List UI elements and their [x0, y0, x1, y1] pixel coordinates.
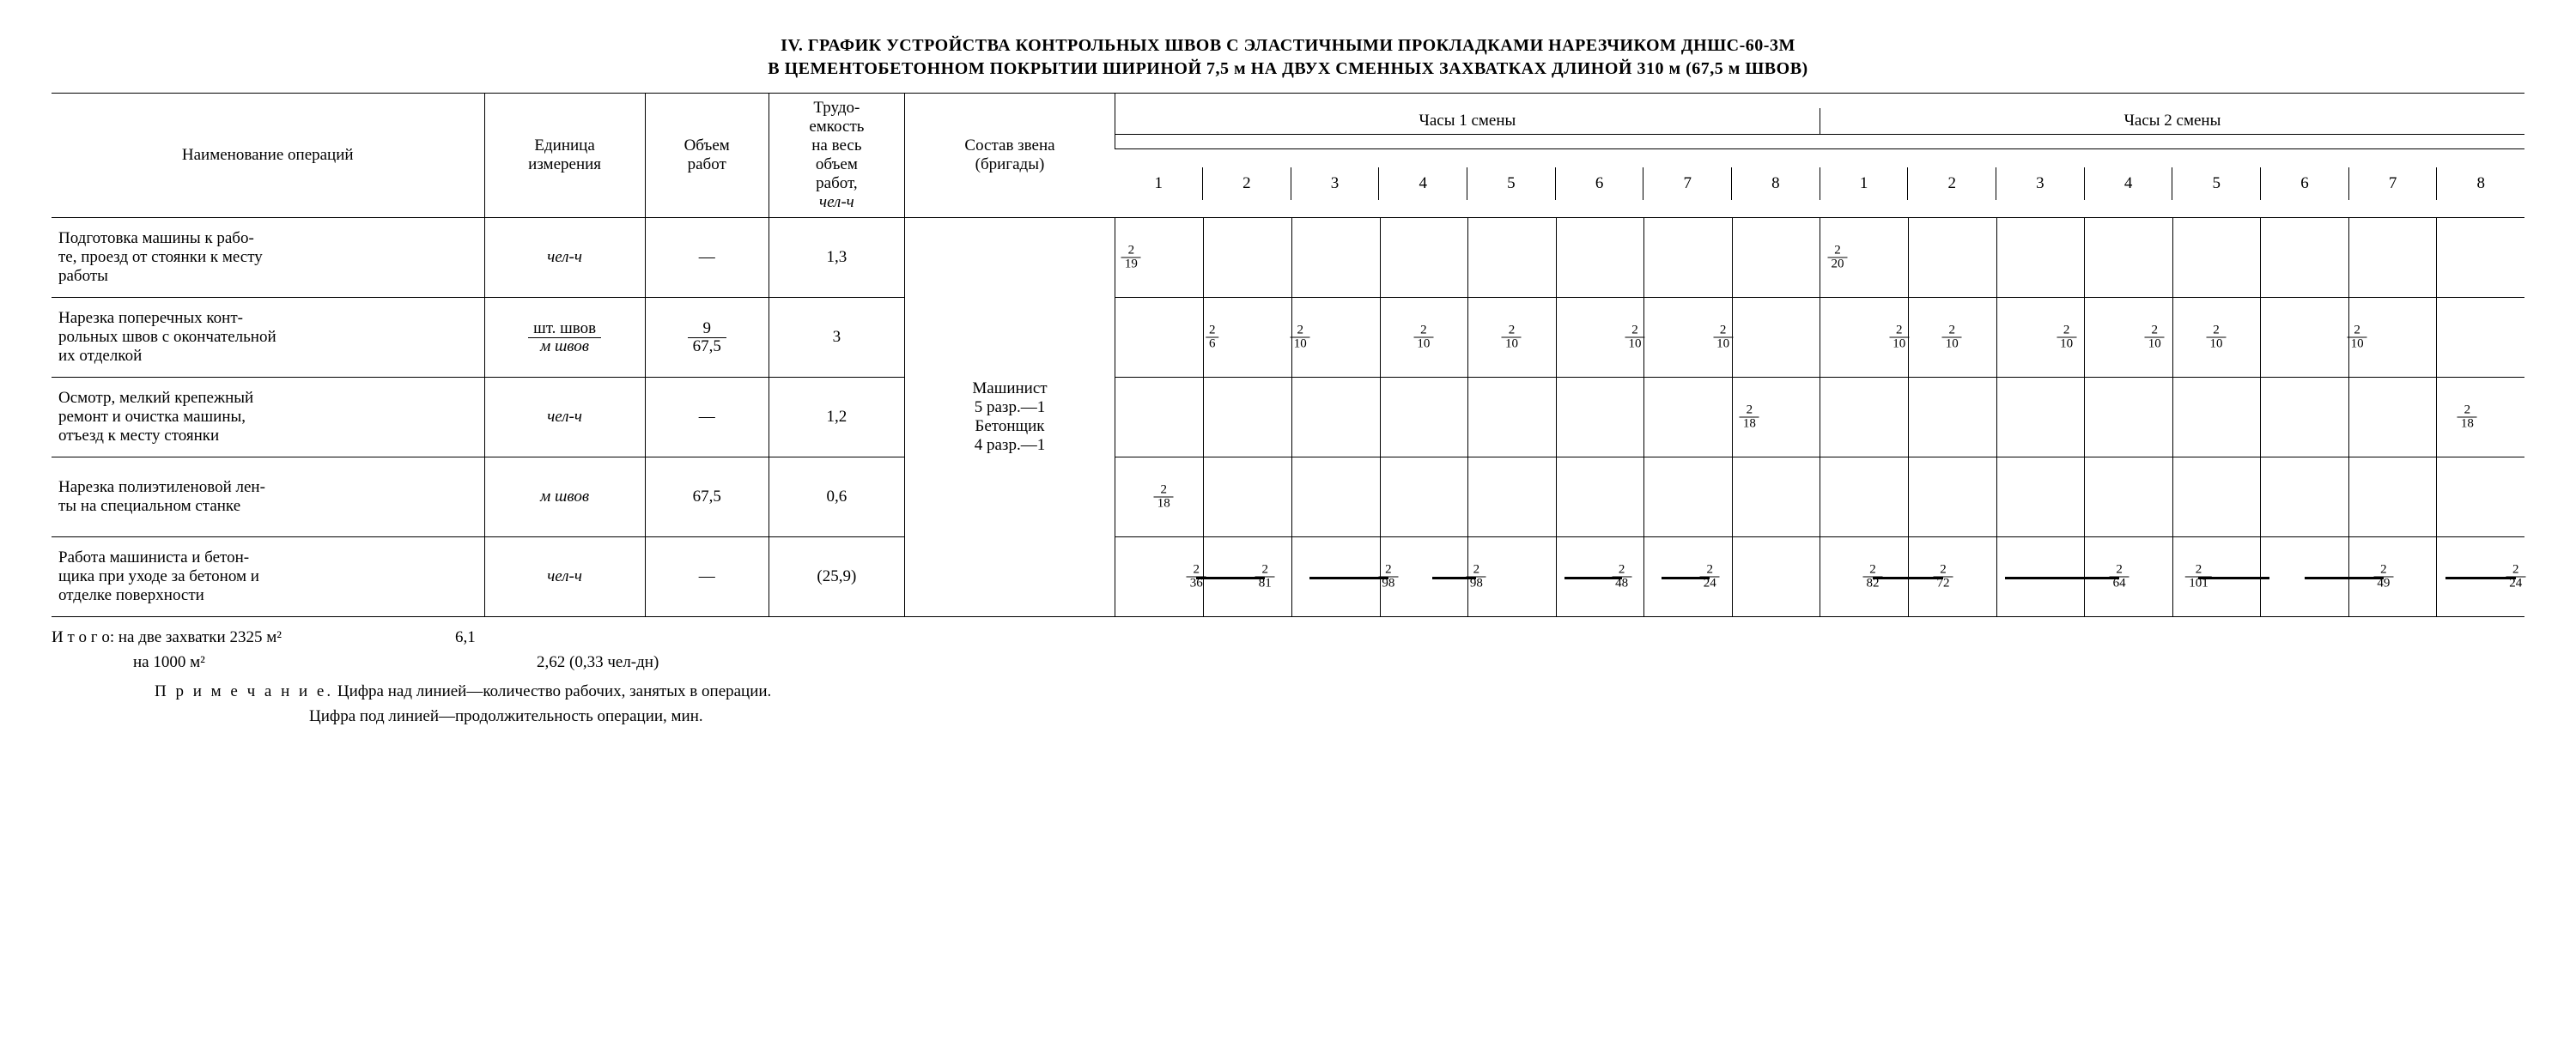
unit-cell: шт. швовм швов — [484, 298, 645, 378]
marker: 249 — [2373, 564, 2393, 591]
volume-cell: — — [645, 378, 769, 457]
marker: 218 — [1154, 484, 1174, 511]
marker: 210 — [1625, 324, 1645, 351]
hour-label: 3 — [1996, 167, 2084, 200]
title-line1: IV. ГРАФИК УСТРОЙСТВА КОНТРОЛЬНЫХ ШВОВ С… — [781, 36, 1795, 55]
timeline-cell: 26 210 210 210 210 210 210 210 210 210 210 210 — [1115, 298, 2524, 378]
footer: И т о г о: на две захватки 2325 м² 6,1 н… — [52, 626, 2524, 729]
hdr-labor: Трудо- емкость на весь объем работ, чел-… — [769, 94, 904, 218]
hour-label: 5 — [2172, 167, 2260, 200]
total-val: 6,1 — [455, 628, 476, 646]
marker: 224 — [1700, 564, 1720, 591]
marker: 272 — [1934, 564, 1953, 591]
hdr-hours-row: 1234567812345678 — [1115, 149, 2524, 218]
timeline-cell: 236 281 298 298 248 224 282 272 264 2101 249 224 — [1115, 537, 2524, 617]
marker: 26 — [1206, 324, 1219, 351]
hour-label: 8 — [1731, 167, 1820, 200]
hdr-operation: Наименование операций — [52, 94, 484, 218]
volume-cell: 967,5 — [645, 298, 769, 378]
marker: 298 — [1378, 564, 1398, 591]
total-label: И т о г о: на две захватки 2325 м² — [52, 628, 282, 646]
timeline-cell: 218 218 — [1115, 378, 2524, 457]
hour-label: 4 — [2084, 167, 2172, 200]
hour-label: 7 — [1643, 167, 1731, 200]
operation-name: Осмотр, мелкий крепежный ремонт и очистк… — [52, 378, 484, 457]
hour-label: 1 — [1820, 167, 1908, 200]
operation-name: Нарезка поперечных конт- рольных швов с … — [52, 298, 484, 378]
labor-cell: 3 — [769, 298, 904, 378]
unit-cell: чел-ч — [484, 218, 645, 298]
marker: 210 — [1942, 324, 1962, 351]
gantt-bar — [1309, 577, 1388, 579]
marker: 224 — [2506, 564, 2525, 591]
marker: 248 — [1612, 564, 1631, 591]
hour-label: 2 — [1907, 167, 1996, 200]
marker: 210 — [2057, 324, 2076, 351]
volume-cell: 67,5 — [645, 457, 769, 537]
operation-name: Нарезка полиэтиленовой лен- ты на специа… — [52, 457, 484, 537]
hour-label: 6 — [2260, 167, 2348, 200]
unit-cell: м швов — [484, 457, 645, 537]
timeline-cell: 219 220 — [1115, 218, 2524, 298]
hour-label: 4 — [1378, 167, 1467, 200]
schedule-table: Наименование операций Единица измерения … — [52, 93, 2524, 617]
hdr-unit: Единица измерения — [484, 94, 645, 218]
labor-cell: (25,9) — [769, 537, 904, 617]
hour-label: 7 — [2348, 167, 2437, 200]
gantt-bar — [2305, 577, 2384, 579]
hour-label: 3 — [1291, 167, 1379, 200]
volume-cell: — — [645, 537, 769, 617]
hour-label: 5 — [1467, 167, 1555, 200]
hour-label: 6 — [1555, 167, 1643, 200]
labor-cell: 1,3 — [769, 218, 904, 298]
marker: 210 — [2348, 324, 2367, 351]
note-line1: Цифра над линией—количество рабочих, зан… — [337, 682, 771, 700]
marker: 210 — [2207, 324, 2227, 351]
marker: 218 — [1740, 404, 1759, 431]
unit-cell: чел-ч — [484, 537, 645, 617]
hdr-volume: Объем работ — [645, 94, 769, 218]
labor-cell: 1,2 — [769, 378, 904, 457]
marker: 298 — [1467, 564, 1486, 591]
marker: 210 — [1413, 324, 1433, 351]
per1000-val: 2,62 (0,33 чел-дн) — [537, 653, 659, 671]
marker: 264 — [2110, 564, 2129, 591]
volume-cell: — — [645, 218, 769, 298]
hdr-timeline: Часы 1 смены Часы 2 смены — [1115, 94, 2524, 149]
crew-cell: Машинист 5 разр.—1 Бетонщик 4 разр.—1 — [905, 218, 1115, 617]
hour-label: 2 — [1202, 167, 1291, 200]
timeline-cell: 218 — [1115, 457, 2524, 537]
unit-cell: чел-ч — [484, 378, 645, 457]
marker: 236 — [1187, 564, 1206, 591]
gantt-bar — [2005, 577, 2119, 579]
operation-name: Работа машиниста и бетон- щика при уходе… — [52, 537, 484, 617]
marker: 281 — [1255, 564, 1275, 591]
marker: 282 — [1862, 564, 1882, 591]
hour-label: 1 — [1115, 167, 1202, 200]
marker: 2101 — [2185, 564, 2212, 591]
hdr-crew: Состав звена (бригады) — [905, 94, 1115, 218]
marker: 210 — [1291, 324, 1310, 351]
note-label: П р и м е ч а н и е. — [155, 682, 333, 700]
marker: 218 — [2458, 404, 2477, 431]
marker: 210 — [1502, 324, 1522, 351]
marker: 220 — [1827, 245, 1847, 271]
hour-label: 8 — [2436, 167, 2524, 200]
note-line2: Цифра под линией—продолжительность опера… — [155, 707, 703, 725]
labor-cell: 0,6 — [769, 457, 904, 537]
marker: 210 — [2145, 324, 2165, 351]
marker: 210 — [1889, 324, 1909, 351]
title-line2: В ЦЕМЕНТОБЕТОННОМ ПОКРЫТИИ ШИРИНОЙ 7,5 м… — [768, 59, 1807, 78]
marker: 219 — [1121, 245, 1141, 271]
operation-name: Подготовка машины к рабо- те, проезд от … — [52, 218, 484, 298]
marker: 210 — [1713, 324, 1733, 351]
per1000-label: на 1000 м² — [133, 653, 205, 671]
